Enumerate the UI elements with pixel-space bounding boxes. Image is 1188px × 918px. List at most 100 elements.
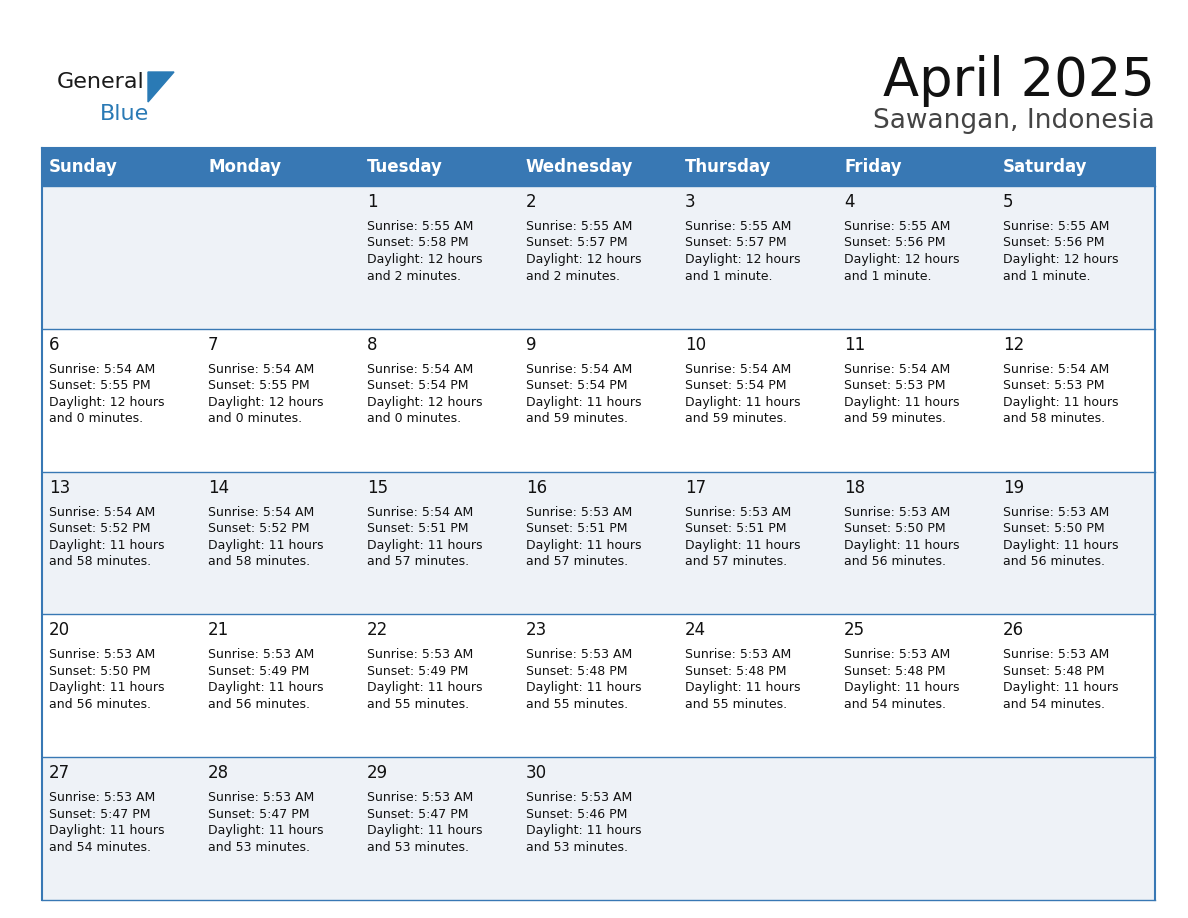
Text: Daylight: 12 hours: Daylight: 12 hours xyxy=(49,396,164,409)
Bar xyxy=(201,329,360,472)
Text: and 1 minute.: and 1 minute. xyxy=(843,270,931,283)
Text: Sunrise: 5:53 AM: Sunrise: 5:53 AM xyxy=(526,791,632,804)
Text: and 1 minute.: and 1 minute. xyxy=(685,270,772,283)
Bar xyxy=(519,472,678,614)
Bar xyxy=(42,472,201,614)
Text: Sunset: 5:51 PM: Sunset: 5:51 PM xyxy=(685,522,786,535)
Text: Daylight: 11 hours: Daylight: 11 hours xyxy=(1003,681,1118,694)
Text: Sunrise: 5:53 AM: Sunrise: 5:53 AM xyxy=(1003,648,1110,661)
Text: Sunrise: 5:54 AM: Sunrise: 5:54 AM xyxy=(685,363,791,375)
Text: and 57 minutes.: and 57 minutes. xyxy=(526,555,628,568)
Text: 27: 27 xyxy=(49,764,70,782)
Bar xyxy=(360,186,519,329)
Text: and 56 minutes.: and 56 minutes. xyxy=(49,698,151,711)
Text: Sunset: 5:55 PM: Sunset: 5:55 PM xyxy=(49,379,151,392)
Text: and 58 minutes.: and 58 minutes. xyxy=(49,555,151,568)
Text: 11: 11 xyxy=(843,336,865,353)
Text: Sunrise: 5:54 AM: Sunrise: 5:54 AM xyxy=(367,363,473,375)
Text: Daylight: 11 hours: Daylight: 11 hours xyxy=(685,539,801,552)
Text: Sunset: 5:49 PM: Sunset: 5:49 PM xyxy=(367,665,468,677)
Text: Daylight: 11 hours: Daylight: 11 hours xyxy=(49,681,164,694)
Text: Daylight: 11 hours: Daylight: 11 hours xyxy=(843,539,960,552)
Text: Sunrise: 5:53 AM: Sunrise: 5:53 AM xyxy=(685,648,791,661)
Text: Sunset: 5:54 PM: Sunset: 5:54 PM xyxy=(685,379,786,392)
Text: Daylight: 11 hours: Daylight: 11 hours xyxy=(208,539,323,552)
Bar xyxy=(360,148,519,186)
Bar xyxy=(996,329,1155,472)
Text: Sunrise: 5:55 AM: Sunrise: 5:55 AM xyxy=(1003,220,1110,233)
Bar xyxy=(838,148,996,186)
Text: and 56 minutes.: and 56 minutes. xyxy=(208,698,310,711)
Text: 1: 1 xyxy=(367,193,378,211)
Text: Sunset: 5:53 PM: Sunset: 5:53 PM xyxy=(843,379,946,392)
Bar xyxy=(519,329,678,472)
Text: 3: 3 xyxy=(685,193,696,211)
Text: and 56 minutes.: and 56 minutes. xyxy=(1003,555,1105,568)
Text: Sunrise: 5:55 AM: Sunrise: 5:55 AM xyxy=(685,220,791,233)
Text: Daylight: 11 hours: Daylight: 11 hours xyxy=(685,681,801,694)
Text: Sunset: 5:54 PM: Sunset: 5:54 PM xyxy=(526,379,627,392)
Text: Sunrise: 5:53 AM: Sunrise: 5:53 AM xyxy=(685,506,791,519)
Bar xyxy=(678,329,838,472)
Text: 23: 23 xyxy=(526,621,548,640)
Text: and 58 minutes.: and 58 minutes. xyxy=(208,555,310,568)
Text: Sunset: 5:54 PM: Sunset: 5:54 PM xyxy=(367,379,468,392)
Bar xyxy=(42,757,201,900)
Text: and 54 minutes.: and 54 minutes. xyxy=(843,698,946,711)
Text: and 59 minutes.: and 59 minutes. xyxy=(685,412,786,425)
Text: 19: 19 xyxy=(1003,478,1024,497)
Bar xyxy=(519,148,678,186)
Bar xyxy=(838,472,996,614)
Text: 29: 29 xyxy=(367,764,388,782)
Text: Sunset: 5:50 PM: Sunset: 5:50 PM xyxy=(49,665,151,677)
Bar xyxy=(678,148,838,186)
Bar xyxy=(996,148,1155,186)
Text: 16: 16 xyxy=(526,478,548,497)
Text: Sunset: 5:51 PM: Sunset: 5:51 PM xyxy=(367,522,468,535)
Bar xyxy=(838,757,996,900)
Text: Sunrise: 5:54 AM: Sunrise: 5:54 AM xyxy=(208,506,315,519)
Text: 20: 20 xyxy=(49,621,70,640)
Bar xyxy=(201,148,360,186)
Bar xyxy=(360,472,519,614)
Text: Monday: Monday xyxy=(208,158,282,176)
Bar xyxy=(201,472,360,614)
Text: and 55 minutes.: and 55 minutes. xyxy=(526,698,628,711)
Text: Sunset: 5:47 PM: Sunset: 5:47 PM xyxy=(49,808,151,821)
Text: Daylight: 11 hours: Daylight: 11 hours xyxy=(526,681,642,694)
Bar xyxy=(201,614,360,757)
Text: Sunrise: 5:53 AM: Sunrise: 5:53 AM xyxy=(1003,506,1110,519)
Text: Blue: Blue xyxy=(100,104,150,124)
Text: 5: 5 xyxy=(1003,193,1013,211)
Text: Sunrise: 5:54 AM: Sunrise: 5:54 AM xyxy=(367,506,473,519)
Text: and 55 minutes.: and 55 minutes. xyxy=(367,698,469,711)
Text: and 58 minutes.: and 58 minutes. xyxy=(1003,412,1105,425)
Bar xyxy=(838,614,996,757)
Text: Daylight: 11 hours: Daylight: 11 hours xyxy=(526,539,642,552)
Bar xyxy=(360,757,519,900)
Text: and 55 minutes.: and 55 minutes. xyxy=(685,698,788,711)
Text: Sunrise: 5:53 AM: Sunrise: 5:53 AM xyxy=(49,791,156,804)
Text: Sunset: 5:48 PM: Sunset: 5:48 PM xyxy=(526,665,627,677)
Text: Daylight: 12 hours: Daylight: 12 hours xyxy=(208,396,323,409)
Text: Daylight: 11 hours: Daylight: 11 hours xyxy=(208,681,323,694)
Text: 26: 26 xyxy=(1003,621,1024,640)
Text: Sunrise: 5:53 AM: Sunrise: 5:53 AM xyxy=(843,506,950,519)
Text: and 54 minutes.: and 54 minutes. xyxy=(1003,698,1105,711)
Bar xyxy=(996,614,1155,757)
Text: Sunset: 5:48 PM: Sunset: 5:48 PM xyxy=(685,665,786,677)
Text: Daylight: 11 hours: Daylight: 11 hours xyxy=(49,539,164,552)
Text: 14: 14 xyxy=(208,478,229,497)
Text: Sunrise: 5:53 AM: Sunrise: 5:53 AM xyxy=(49,648,156,661)
Bar xyxy=(42,186,201,329)
Text: Sunrise: 5:53 AM: Sunrise: 5:53 AM xyxy=(367,791,473,804)
Bar xyxy=(42,148,201,186)
Text: Daylight: 12 hours: Daylight: 12 hours xyxy=(843,253,960,266)
Text: 4: 4 xyxy=(843,193,854,211)
Bar xyxy=(996,472,1155,614)
Text: Sunrise: 5:54 AM: Sunrise: 5:54 AM xyxy=(843,363,950,375)
Text: 9: 9 xyxy=(526,336,537,353)
Text: Sunset: 5:47 PM: Sunset: 5:47 PM xyxy=(208,808,310,821)
Text: 8: 8 xyxy=(367,336,378,353)
Text: Sunset: 5:57 PM: Sunset: 5:57 PM xyxy=(685,237,786,250)
